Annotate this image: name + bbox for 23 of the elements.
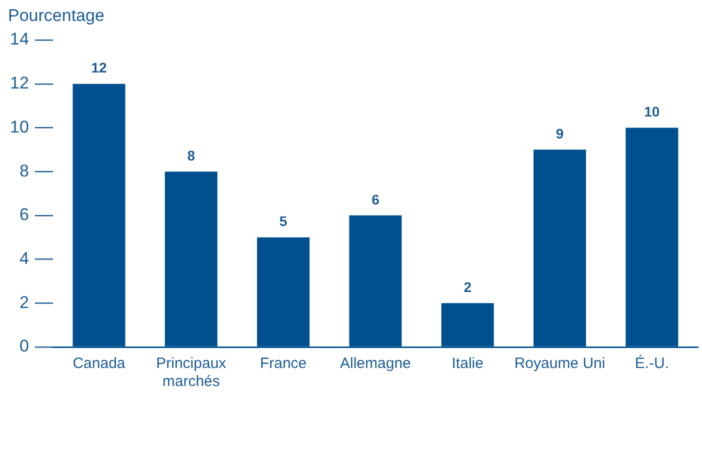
data-label: 2 xyxy=(464,279,472,295)
data-label: 6 xyxy=(372,191,380,208)
x-tick-label: Italie xyxy=(452,355,484,372)
y-tick-label: 12 xyxy=(10,74,29,93)
x-tick-label: Royaume Uni xyxy=(514,355,606,372)
y-tick-label: 8 xyxy=(19,161,29,180)
y-tick-label: 2 xyxy=(19,292,29,312)
x-tick-label: France xyxy=(260,355,307,372)
data-label: 5 xyxy=(279,213,288,230)
data-label: 9 xyxy=(556,126,564,142)
y-tick-label: 14 xyxy=(10,30,29,49)
y-tick-label: 6 xyxy=(19,205,29,224)
y-tick-label: 0 xyxy=(19,336,29,356)
x-tick-label: É.-U. xyxy=(634,354,670,372)
y-axis-title: Pourcentage xyxy=(8,6,104,26)
x-tick-label: Principaux marchés xyxy=(156,355,227,390)
y-tick-label: 4 xyxy=(19,248,29,268)
data-label: 12 xyxy=(91,60,107,76)
x-tick-label: Canada xyxy=(72,355,126,372)
data-label: 8 xyxy=(187,147,196,164)
y-tick-label: 10 xyxy=(10,117,29,136)
data-label: 10 xyxy=(644,104,660,120)
x-tick-label: Allemagne xyxy=(340,355,411,372)
